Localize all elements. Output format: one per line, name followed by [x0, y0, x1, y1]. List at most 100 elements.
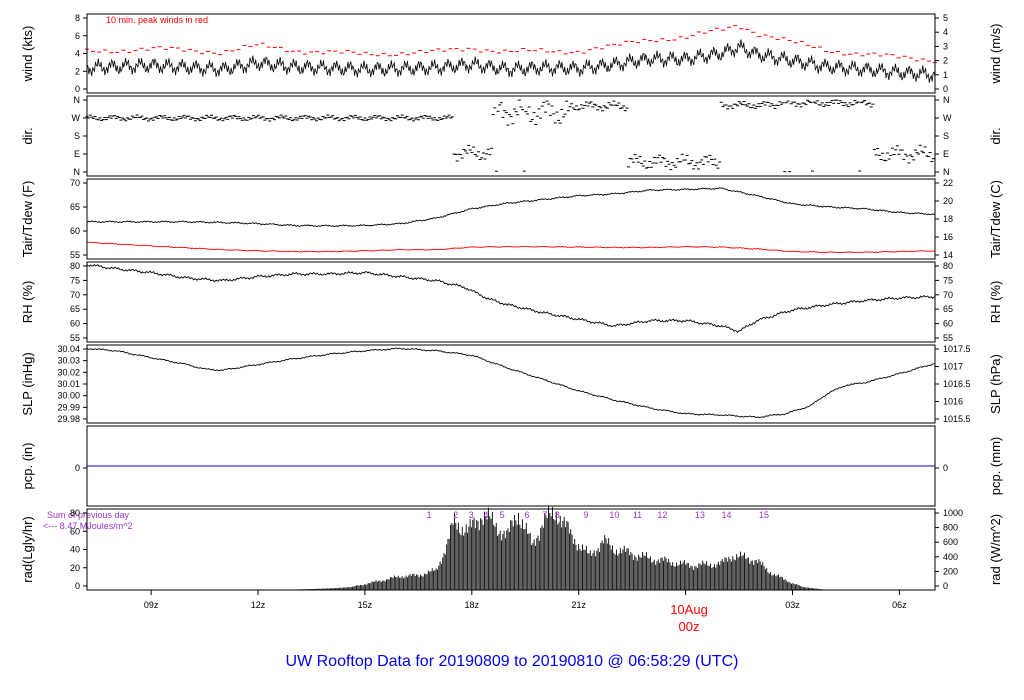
y-tick-label-left: W [72, 113, 81, 123]
panel-frames [83, 13, 939, 591]
y-tick-label-left: E [74, 149, 80, 159]
x-tick-label: 12z [251, 600, 266, 610]
x-tick-label: 15z [358, 600, 373, 610]
x-tick-label: 09z [144, 600, 159, 610]
y-tick-label-right: 18 [943, 214, 953, 224]
y-axis-label-right: RH (%) [988, 281, 1003, 324]
solar-hour-label: 15 [759, 510, 769, 520]
y-tick-label-right: 1016.5 [943, 379, 971, 389]
y-tick-label-left: N [74, 95, 81, 105]
y-tick-label-left: 80 [70, 508, 80, 518]
y-tick-label-right: 65 [943, 304, 953, 314]
y-axis-label-left: wind (kts) [20, 26, 35, 83]
y-axis-label-left: dir. [20, 127, 35, 144]
x-tick-label: 06z [892, 600, 907, 610]
y-axis-label-right: Tair/Tdew (C) [988, 180, 1003, 258]
y-tick-label-right: 60 [943, 319, 953, 329]
x-tick-label: 03z [785, 600, 800, 610]
sea-level-pressure-line [86, 347, 935, 419]
y-tick-label-right: 0 [943, 581, 948, 591]
dewpoint-line [86, 241, 936, 254]
y-tick-label-left: N [74, 167, 81, 177]
radiation-area: 1 2 3 4 5 6 7 8 9 10 11 12 13 14 15 [280, 505, 828, 590]
x-axis: 09z 12z 15z 18z 21z 03z 06z [144, 590, 907, 610]
slp-line [86, 347, 935, 419]
y-axis-label-left: rad(Lgly/hr) [20, 516, 35, 582]
y-tick-label-left: 0 [75, 84, 80, 94]
rh-line [86, 263, 936, 333]
solar-hour-label: 12 [657, 510, 667, 520]
y-axis-label-left: SLP (inHg) [20, 352, 35, 415]
y-tick-label-left: 4 [75, 49, 80, 59]
y-tick-label-right: 75 [943, 275, 953, 285]
y-axis-label-right: rad (W/m^2) [988, 514, 1003, 585]
y-tick-label-left: 55 [70, 250, 80, 260]
y-tick-label-left: 6 [75, 31, 80, 41]
y-tick-label-right: 600 [943, 537, 958, 547]
y-tick-label-left: 30.04 [57, 344, 80, 354]
panel-frame [86, 425, 936, 507]
wind-lines [85, 25, 937, 83]
panel-frame [86, 344, 936, 424]
y-tick-label-left: 60 [70, 226, 80, 236]
panel-direction [85, 99, 935, 173]
y-tick-label-right: N [943, 167, 950, 177]
y-tick-label-right: 0 [943, 463, 948, 473]
radiation-note-line2: <--- 8.47 MJoules/m^2 [43, 521, 133, 531]
y-tick-label-left: 40 [70, 545, 80, 555]
y-tick-label-right: 1016 [943, 397, 963, 407]
y-axis-label-left: pcp. (in) [20, 443, 35, 490]
panel-frame [86, 261, 936, 343]
y-tick-label-left: 30.03 [57, 356, 80, 366]
solar-hour-label: 14 [722, 510, 732, 520]
date-marker-hour: 00z [679, 619, 700, 634]
y-tick-label-right: 20 [943, 196, 953, 206]
y-tick-label-left: S [74, 131, 80, 141]
solar-hour-label: 5 [500, 510, 505, 520]
chart-title: UW Rooftop Data for 20190809 to 20190810… [286, 653, 739, 670]
y-tick-label-right: 14 [943, 250, 953, 260]
x-tick-label: 18z [465, 600, 480, 610]
y-tick-label-left: 55 [70, 333, 80, 343]
y-tick-label-right: 200 [943, 566, 958, 576]
y-tick-label-left: 29.99 [57, 402, 80, 412]
y-tick-label-left: 70 [70, 178, 80, 188]
temperature-lines [86, 187, 936, 254]
y-tick-label-right: 0 [943, 84, 948, 94]
solar-hour-label: 11 [633, 510, 642, 520]
y-tick-label-right: 2 [943, 56, 948, 66]
y-axis-label-left: RH (%) [20, 281, 35, 324]
y-axis-label-right: wind (m/s) [988, 24, 1003, 85]
y-tick-label-left: 29.98 [57, 414, 80, 424]
panel-sea-level-pressure [86, 347, 935, 419]
y-tick-label-right: E [943, 149, 949, 159]
solar-hour-label: 4 [484, 510, 489, 520]
y-tick-label-right: W [943, 113, 952, 123]
y-tick-label-right: 22 [943, 178, 953, 188]
x-tick-label: 21z [571, 600, 586, 610]
y-tick-label-right: N [943, 95, 950, 105]
y-tick-label-right: 1017.5 [943, 344, 971, 354]
y-tick-label-right: S [943, 131, 949, 141]
panel-radiation: 1 2 3 4 5 6 7 8 9 10 11 12 13 14 15 Sum of previous da… [43, 505, 828, 590]
solar-hour-label: 13 [695, 510, 705, 520]
solar-hour-label: 6 [525, 510, 530, 520]
y-tick-label-right: 1015.5 [943, 414, 971, 424]
solar-hour-label: 3 [469, 510, 474, 520]
y-tick-label-left: 30.00 [57, 391, 80, 401]
y-tick-label-right: 3 [943, 41, 948, 51]
y-tick-label-left: 0 [75, 581, 80, 591]
y-tick-label-right: 80 [943, 261, 953, 271]
wind-speed-line [86, 39, 936, 83]
y-tick-label-right: 800 [943, 523, 958, 533]
y-tick-label-left: 8 [75, 13, 80, 23]
panel-temperature [86, 187, 936, 254]
date-marker-day: 10Aug [670, 602, 708, 617]
panel-wind: 10 min. peak winds in red [85, 15, 937, 83]
solar-hour-label: 8 [555, 510, 560, 520]
y-tick-label-left: 30.01 [57, 379, 80, 389]
solar-hour-label: 10 [609, 510, 619, 520]
y-axis-label-right: pcp. (mm) [988, 437, 1003, 496]
